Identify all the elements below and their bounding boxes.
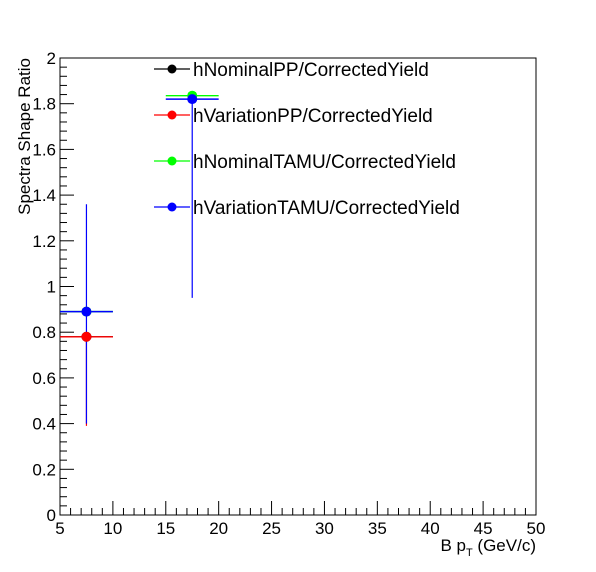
legend: hNominalPP/CorrectedYield hVariationPP/Co… [154,60,460,219]
x-tick-label: 5 [55,519,64,538]
y-tick-label: 0 [47,506,56,525]
data-markers [81,90,198,342]
x-tick-label: 30 [315,519,334,538]
x-axis-title-main: B p [440,536,466,555]
y-tick-label: 0.2 [32,460,56,479]
x-tick-label: 35 [368,519,387,538]
y-tick-label: 1.2 [32,232,56,251]
x-tick-label: 15 [156,519,175,538]
data-point [187,94,198,105]
y-tick-label: 1.4 [32,186,56,205]
x-tick-label: 25 [262,519,281,538]
x-tick-label: 50 [527,519,546,538]
x-tick-label: 40 [421,519,440,538]
legend-label: hVariationPP/CorrectedYield [193,106,433,127]
legend-marker [167,156,177,166]
y-tick-label: 1 [47,278,56,297]
y-tick-label: 2 [47,49,56,68]
y-axis: 0 0.2 0.4 0.6 0.8 1 1.2 1.4 1.6 1.8 2 [32,49,74,525]
legend-marker [167,64,177,74]
x-tick-label: 45 [474,519,493,538]
x-axis: 5 10 15 20 25 30 35 40 45 50 [55,501,545,538]
legend-label: hVariationTAMU/CorrectedYield [193,198,460,219]
data-point [81,306,92,317]
legend-label: hNominalTAMU/CorrectedYield [193,152,456,173]
y-tick-label: 1.8 [32,95,56,114]
legend-marker [167,202,177,212]
x-axis-title: B pT (GeV/c) [440,536,536,559]
x-tick-label: 10 [103,519,122,538]
y-axis-title: Spectra Shape Ratio [15,58,34,215]
legend-label: hNominalPP/CorrectedYield [193,60,429,81]
error-bars [60,95,219,426]
y-tick-label: 0.6 [32,369,56,388]
y-tick-label: 0.8 [32,323,56,342]
y-tick-label: 1.6 [32,140,56,159]
x-axis-title-sub: T [466,547,473,559]
x-tick-label: 20 [209,519,228,538]
legend-marker [167,110,177,120]
y-tick-label: 0.4 [32,415,56,434]
x-axis-title-unit: (GeV/c) [473,536,536,555]
data-point [81,331,92,342]
